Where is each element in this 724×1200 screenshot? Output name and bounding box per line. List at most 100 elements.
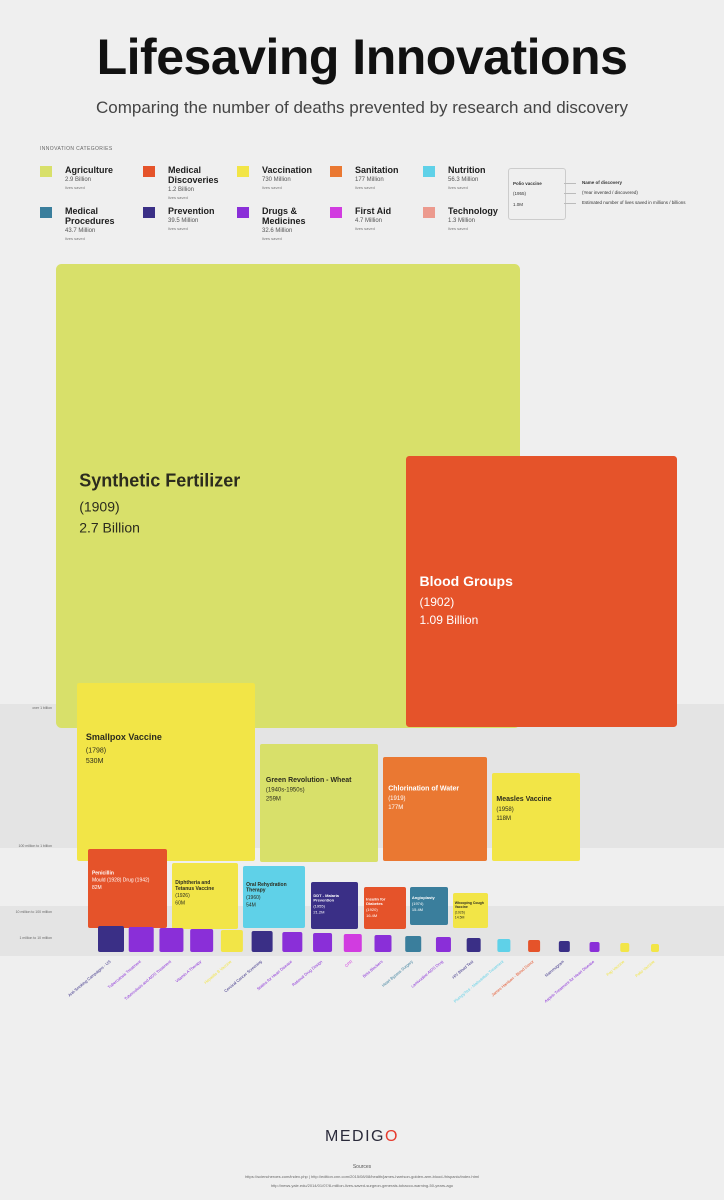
- bar-synthetic-fertilizer: [56, 264, 520, 728]
- legend-sub: lives saved: [65, 185, 85, 190]
- label-year: (1955): [313, 903, 325, 908]
- bar-green-revolution-wheat: [260, 744, 378, 862]
- small-square-mammogram: Mammogram: [544, 941, 570, 978]
- small-label-mammogram: Mammogram: [544, 959, 566, 978]
- key-example-name: Polio vaccine: [513, 181, 542, 186]
- key-year-label: (Year invented / discovered): [582, 190, 638, 195]
- bar-pap-vaccine: [620, 943, 630, 952]
- bar-rational-drug-design: [313, 933, 333, 952]
- label-name: Green Revolution - Wheat: [266, 777, 352, 784]
- small-label-heart-bypass-surgery: Heart Bypass Surgery: [381, 959, 414, 988]
- legend-sub: lives saved: [355, 185, 375, 190]
- small-square-anti-smoking-campaigns-us: Anti-Smoking Campaigns - US: [67, 926, 124, 998]
- legend-swatch: [143, 166, 155, 177]
- label-year: (1960): [246, 895, 261, 901]
- label-name: Synthetic Fertilizer: [79, 471, 240, 491]
- label-year: (1919): [388, 796, 405, 802]
- small-square-cpr: CPR: [344, 934, 362, 968]
- label-name: Vaccine: [455, 905, 468, 909]
- legend-swatch: [330, 207, 342, 218]
- legend-value: 43.7 Million: [65, 228, 96, 234]
- legend-name: Medical Discoveries: [168, 165, 219, 185]
- legend-name: Medical Procedures: [65, 206, 115, 226]
- small-label-hepatitis-b-vaccine: Hepatitis B Vaccine: [203, 958, 233, 984]
- bar-heart-bypass-surgery: [405, 936, 422, 952]
- key-connector: [564, 203, 576, 204]
- label-year: (1909): [79, 499, 119, 515]
- label-name: Oral Rehydration: [246, 882, 287, 888]
- label-name: Diabetes: [366, 901, 383, 906]
- legend-swatch: [237, 207, 249, 218]
- legend-value: 4.7 Million: [355, 218, 383, 224]
- label-name: Whooping Cough: [455, 901, 484, 905]
- small-square-pap-vaccine: Pap Vaccine: [605, 943, 630, 977]
- legend-value: 2.9 Billion: [65, 177, 92, 183]
- small-label-cpr: CPR: [344, 959, 354, 968]
- legend-sub: lives saved: [65, 236, 85, 241]
- label-year: (1920): [366, 907, 378, 912]
- label-name: Blood Groups: [420, 573, 514, 589]
- bar-mammogram: [558, 941, 570, 952]
- label-value: 118M: [496, 816, 511, 822]
- band-label-10m-100m: 10 million to 100 million: [15, 910, 52, 914]
- label-year: (1926): [455, 910, 465, 914]
- legend-sub: lives saved: [448, 185, 468, 190]
- bar-insulin-for-diabetes: [364, 887, 406, 929]
- label-value: 60M: [175, 901, 185, 907]
- label-year: (1926): [175, 893, 190, 899]
- legend-value: 1.2 Billion: [168, 187, 195, 193]
- legend-swatch: [330, 166, 342, 177]
- square-chlorination-of-water: Chlorination of Water (1919) 177M: [383, 757, 487, 861]
- label-year: (1798): [86, 747, 106, 754]
- square-green-revolution-wheat: Green Revolution - Wheat (1940s-1950s) 259…: [260, 744, 378, 862]
- label-value: 2.7 Billion: [79, 520, 140, 536]
- bar-diphtheria-and-tetanus-vaccine: [172, 863, 238, 929]
- label-name: Prevention: [313, 898, 334, 903]
- square-measles-vaccine: Measles Vaccine (1958) 118M: [492, 773, 580, 861]
- legend-name: Vaccination: [262, 165, 313, 175]
- key-example-box: Polio vaccine (1955) 1.0M: [508, 168, 566, 220]
- square-angioplasty: Angioplasty(1974)15.4M: [410, 887, 448, 925]
- square-blood-groups: Blood Groups (1902) 1.09 Billion: [406, 456, 677, 727]
- legend-sub: lives saved: [448, 226, 468, 231]
- legend-sub: lives saved: [168, 195, 188, 200]
- key-name-label: Name of discovery: [582, 180, 623, 185]
- bar-vitamin-a-therapy: [190, 929, 214, 952]
- legend-swatch: [40, 166, 52, 177]
- small-square-hiv-blood-test: HIV Blood Test: [451, 938, 481, 980]
- key-connector: [564, 183, 576, 184]
- square-smallpox-vaccine: Smallpox Vaccine (1798) 530M: [77, 683, 255, 861]
- label-value: 15.4M: [412, 907, 423, 912]
- square-penicillin: Penicillin Mould (1928) Drug (1942)82M: [88, 849, 167, 928]
- label-year: Mould (1928) Drug (1942): [92, 878, 150, 884]
- band-label-100m-1b: 100 million to 1 billion: [18, 844, 52, 848]
- label-year: (1958): [496, 807, 513, 813]
- legend-sub: lives saved: [168, 226, 188, 231]
- legend-value: 32.6 Million: [262, 228, 293, 234]
- label-name: Chlorination of Water: [388, 785, 459, 792]
- page-title: Lifesaving Innovations: [96, 29, 628, 85]
- legend-sub: lives saved: [355, 226, 375, 231]
- label-name: Tetanus Vaccine: [175, 886, 214, 892]
- key-example-value: 1.0M: [513, 202, 524, 207]
- legend-name: Agriculture: [65, 165, 114, 175]
- label-value: 54M: [246, 902, 256, 908]
- label-value: 1.09 Billion: [420, 613, 479, 627]
- brand-o-letter: O: [385, 1128, 399, 1145]
- bar-whooping-cough-vaccine: [453, 893, 488, 928]
- small-label-hiv-blood-test: HIV Blood Test: [451, 958, 475, 979]
- bar-tuberculosis-treatment: [128, 927, 154, 952]
- label-name: DDT - Malaria: [313, 893, 339, 898]
- legend-name: First Aid: [355, 206, 392, 216]
- legend-sub: lives saved: [262, 185, 282, 190]
- bar-cpr: [343, 934, 362, 952]
- legend-name: Drugs & Medicines: [262, 206, 306, 226]
- bar-tuberculosis-and-aids-treatment: [159, 928, 184, 952]
- key-connector: [564, 193, 576, 194]
- label-name: Penicillin: [92, 870, 114, 876]
- legend-value: 39.5 Million: [168, 218, 199, 224]
- bar-chlorination-of-water: [383, 757, 487, 861]
